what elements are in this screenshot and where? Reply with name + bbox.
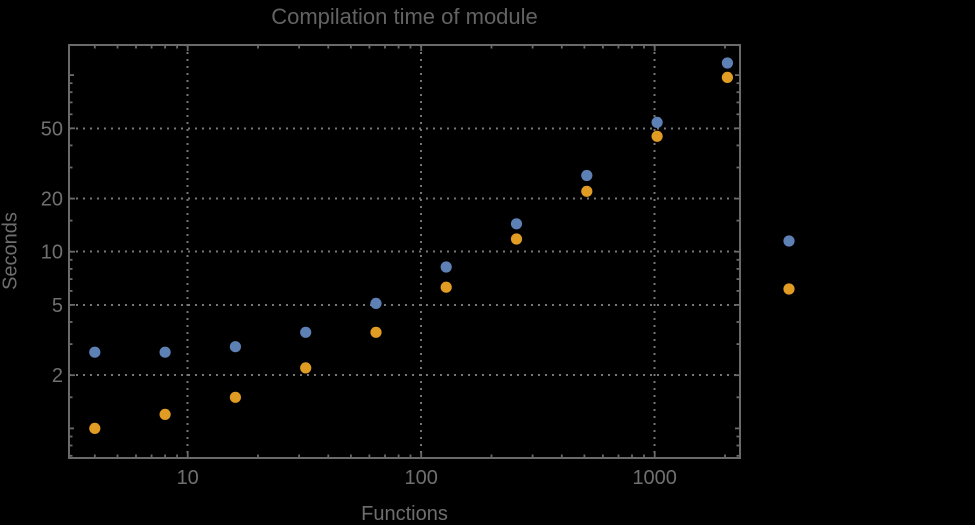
series-1-blue-point [721,57,734,69]
y-tick-label: 50 [41,118,63,140]
tick-labels: 10 100 1000 2 5 10 20 50 [41,118,677,489]
series-1-blue-point [440,261,452,273]
x-tick-label: 100 [405,467,438,489]
series-2-orange-points [89,71,734,434]
legend-marker [783,283,795,295]
series-1-blue-point [370,297,382,309]
series-2-orange-point [300,362,312,374]
series-2-orange-point [89,422,101,434]
y-tick-label: 2 [52,365,63,387]
series-2-orange-point [159,408,171,420]
x-tick-label: 1000 [632,467,677,489]
series-1-blue-point [510,218,523,230]
series-2-orange-point [651,130,663,142]
legend-markers [783,235,795,295]
series-2-orange-point [370,326,382,338]
plot-frame [68,44,741,459]
x-axis-label: Functions [361,503,448,525]
series-1-blue-point [581,169,593,182]
y-tick-label: 20 [41,189,63,211]
series-2-orange-point [229,391,241,403]
y-tick-label: 10 [41,242,63,264]
series-2-orange-point [510,233,523,245]
x-tick-label: 10 [177,467,199,489]
series-1-blue-point [229,341,241,353]
series-1-blue-point [89,346,101,358]
chart-title: Compilation time of module [271,4,538,29]
y-tick-label: 5 [52,295,63,317]
axis-ticks [69,45,740,458]
series-2-orange-point [581,185,593,197]
series-1-blue-point [159,346,171,358]
legend-marker [783,235,795,247]
gridlines [69,45,740,458]
series-2-orange-point [440,281,452,293]
series-1-blue-point [300,326,312,338]
series-1-blue-points [89,57,734,358]
series-1-blue-point [651,116,663,128]
series-2-orange-point [721,71,734,83]
